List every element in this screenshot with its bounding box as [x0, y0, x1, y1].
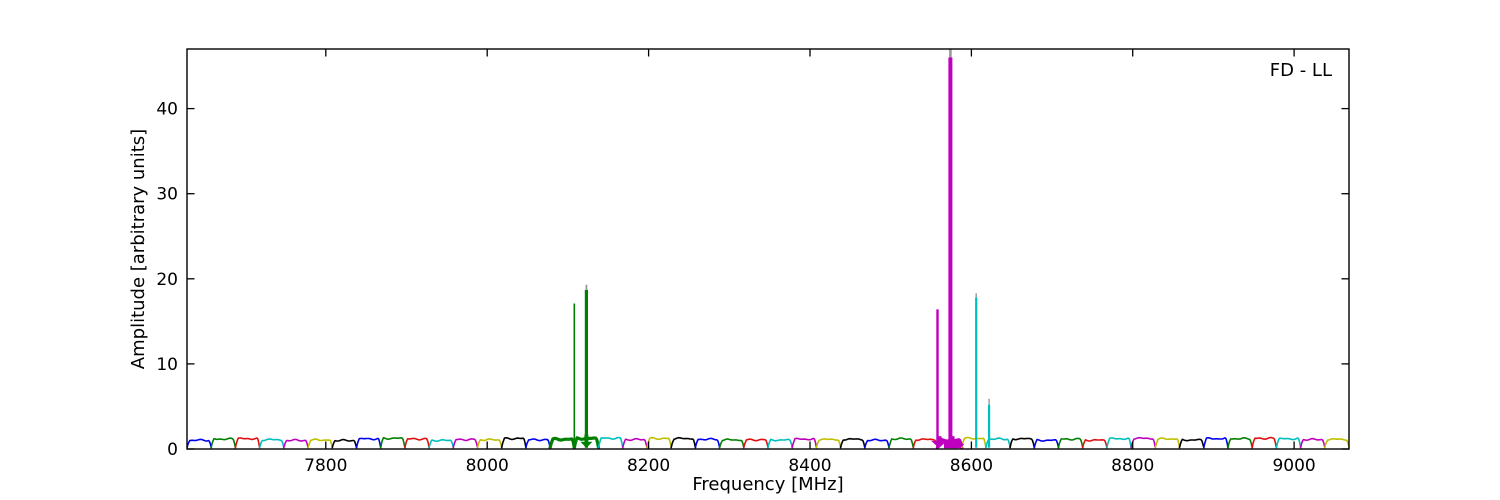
y-tick-label: 0	[167, 440, 178, 460]
subband-trace	[1154, 437, 1181, 449]
down-arrow-icon	[931, 440, 948, 448]
subband-trace	[1203, 437, 1229, 449]
subband-trace	[379, 436, 406, 449]
subband-trace	[234, 437, 261, 449]
subband-trace	[428, 438, 455, 449]
subband-trace	[258, 438, 285, 449]
subband-trace	[622, 437, 648, 449]
subband-trace	[355, 437, 382, 449]
x-tick-label: 8200	[627, 456, 670, 476]
x-tick-label: 8400	[788, 456, 831, 476]
subband-trace	[283, 438, 309, 449]
subband-trace	[670, 436, 697, 449]
subband-trace	[1178, 438, 1205, 449]
subband-trace	[548, 436, 576, 449]
subband-trace	[767, 438, 793, 449]
subband-trace	[525, 438, 551, 449]
x-tick-label: 7800	[304, 456, 347, 476]
subband-trace	[791, 437, 818, 449]
x-tick-label: 8600	[950, 456, 993, 476]
subband-trace	[1057, 437, 1084, 449]
subband-trace	[864, 438, 890, 449]
subband-trace	[743, 438, 769, 449]
flag-arrows	[580, 434, 965, 449]
subband-trace	[1130, 436, 1157, 449]
x-tick-label: 8000	[466, 456, 509, 476]
y-tick-label: 30	[156, 185, 178, 205]
subband-trace	[1106, 437, 1132, 449]
subband-trace	[1227, 437, 1253, 449]
subband-trace	[331, 438, 358, 449]
subband-trace	[597, 436, 624, 449]
subband-trace	[404, 437, 430, 449]
bandpass-subbands	[187, 436, 1349, 449]
subband-trace	[1251, 436, 1278, 449]
subband-trace	[1275, 437, 1302, 449]
subband-trace	[500, 437, 527, 449]
subband-trace	[815, 438, 842, 449]
subband-trace	[718, 438, 745, 449]
x-tick-label: 8800	[1111, 456, 1154, 476]
subband-trace	[646, 436, 672, 449]
subband-trace	[1009, 437, 1036, 449]
subband-trace	[888, 437, 915, 449]
subband-trace	[1033, 438, 1060, 449]
subband-trace	[452, 438, 479, 449]
y-axis-label: Amplitude [arbitrary units]	[128, 129, 149, 369]
rfi-spikes	[573, 49, 991, 448]
subband-trace	[307, 438, 334, 449]
subband-trace	[960, 436, 987, 449]
y-tick-label: 20	[156, 270, 178, 290]
down-arrow-icon	[936, 436, 942, 441]
y-tick-label: 40	[156, 100, 178, 120]
subband-trace	[912, 438, 939, 449]
subband-trace	[694, 437, 721, 449]
subband-trace	[476, 438, 503, 449]
subband-trace	[187, 438, 212, 449]
subband-trace	[210, 437, 237, 449]
subband-trace	[1324, 438, 1349, 449]
subband-trace	[1299, 437, 1326, 449]
x-tick-label: 9000	[1272, 456, 1315, 476]
subband-trace	[1081, 438, 1108, 449]
plot-annotation: FD - LL	[1270, 60, 1332, 81]
subband-trace	[839, 437, 866, 449]
x-axis-label: Frequency [MHz]	[692, 474, 843, 495]
plot-frame	[186, 48, 1350, 450]
y-tick-label: 10	[156, 355, 178, 375]
